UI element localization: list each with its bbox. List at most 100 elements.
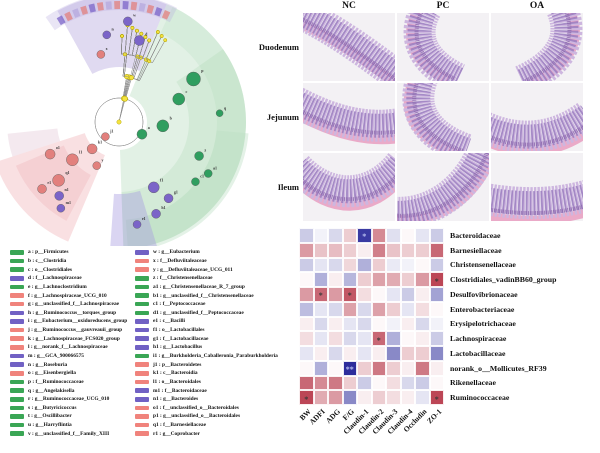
heatmap-cell-Christensenellaceae-ADFI bbox=[313, 257, 328, 273]
cladogram-node-label: f1 bbox=[160, 178, 163, 183]
cladogram-node-label: y bbox=[102, 157, 104, 162]
heatmap-cell-Lactobacillaceae-Claudin-1 bbox=[357, 346, 372, 361]
cladogram-leaf-node bbox=[139, 31, 144, 36]
cladogram-branch bbox=[122, 76, 127, 99]
histology-micrograph bbox=[403, 13, 466, 81]
cladogram-node-red bbox=[86, 143, 98, 155]
legend-item-m: m : g__GCA_900066575 bbox=[10, 352, 127, 361]
legend-swatch bbox=[10, 379, 24, 385]
cladogram-node-label: g1 bbox=[174, 190, 178, 195]
cladogram-node-label: d bbox=[145, 31, 148, 36]
legend-taxon-label: n : g__Roseburia bbox=[28, 361, 68, 368]
legend-item-f1: f1 : o__Lactobacillales bbox=[135, 326, 278, 335]
cladogram-node-label: w bbox=[133, 13, 136, 18]
legend-item-y: y : g__Defluviitaleaceae_UCG_011 bbox=[135, 265, 278, 274]
heatmap-cell-norank_o__Mollicutes_RF39-Claudin-1 bbox=[357, 360, 372, 376]
legend-item-z: z : f__Christensenellaceae bbox=[135, 274, 278, 283]
histology-tile-jejunum-oa bbox=[491, 83, 583, 151]
cladogram-branch bbox=[149, 35, 162, 62]
legend-swatch bbox=[135, 327, 149, 333]
cladogram-branch bbox=[125, 77, 132, 99]
cladogram-node-purple bbox=[102, 30, 111, 40]
cladogram-node-label: r1 bbox=[47, 180, 51, 185]
heatmap-cell-Lactobacillaceae-F/G bbox=[342, 346, 357, 361]
legend-taxon-label: f : g__Lachnospiraceae_UCG_010 bbox=[28, 292, 107, 299]
heatmap-cell-Desulfovibrionaceae-Claudin-2 bbox=[371, 287, 386, 302]
crypt-layer bbox=[412, 83, 464, 151]
cladogram-branch bbox=[152, 40, 166, 63]
heatmap-cell-Enterobacteriaceae-ZO-1 bbox=[429, 301, 444, 317]
cladogram-branch bbox=[124, 77, 130, 99]
cladogram-node-red bbox=[44, 148, 56, 160]
heatmap-cell-Lachnospiraceae-Claudin-2 bbox=[371, 331, 386, 346]
heatmap-row-label-Lactobacillaceae: Lactobacillaceae bbox=[450, 348, 506, 358]
legend-swatch bbox=[10, 422, 24, 428]
heatmap-cell-Rikenellaceae-Claudin-1 bbox=[357, 375, 372, 391]
legend-swatch bbox=[10, 353, 24, 359]
significance-mark: ** bbox=[345, 365, 354, 375]
heatmap-cell-Desulfovibrionaceae-ZO-1 bbox=[429, 287, 444, 302]
villi-dark bbox=[491, 105, 583, 149]
heatmap-cell-Erysipelotrichaceae-F/G bbox=[342, 316, 357, 332]
cladogram-branch bbox=[124, 54, 128, 77]
heatmap-cell-Desulfovibrionaceae-BW bbox=[299, 287, 314, 302]
heatmap-cell-Erysipelotrichaceae-ZO-1 bbox=[429, 316, 444, 332]
histology-col-header-nc: NC bbox=[342, 1, 356, 11]
legend-taxon-label: z : f__Christensenellaceae bbox=[153, 275, 213, 282]
legend-swatch bbox=[135, 258, 149, 264]
heatmap-cell-Barnesiellaceae-ADFI bbox=[313, 242, 328, 258]
cladogram-leaf-node bbox=[130, 26, 135, 30]
histology-panel: NC PC OA Duodenum Jejunum Ileum bbox=[0, 0, 600, 225]
heatmap-cell-Lactobacillaceae-Claudin-2 bbox=[371, 346, 386, 361]
heatmap-cell-Enterobacteriaceae-Claudin-1 bbox=[357, 301, 372, 317]
legend-swatch bbox=[10, 336, 24, 342]
heatmap-row-label-Desulfovibrionaceae: Desulfovibrionaceae bbox=[450, 289, 518, 299]
legend-swatch bbox=[10, 414, 24, 419]
legend-taxon-label: q : g__Angelakisella bbox=[28, 387, 75, 394]
cladogram-branch bbox=[139, 60, 150, 81]
legend-swatch bbox=[135, 362, 149, 367]
heatmap-cell-norank_o__Mollicutes_RF39-ADG bbox=[328, 360, 343, 376]
histology-micrograph bbox=[491, 101, 583, 151]
heatmap-cell-Rikenellaceae-ADFI bbox=[313, 375, 328, 391]
cladogram-branch bbox=[137, 59, 147, 80]
legend-swatch bbox=[10, 431, 24, 437]
legend-swatch bbox=[10, 388, 24, 393]
cladogram-node-label: c bbox=[186, 89, 188, 94]
heatmap-row-label-Lachnospiraceae: Lachnospiraceae bbox=[450, 334, 507, 344]
villi-light bbox=[303, 13, 395, 81]
cladogram-leaf-node bbox=[156, 30, 160, 34]
heatmap-cell-Enterobacteriaceae-BW bbox=[299, 301, 314, 317]
legend-item-o1: o1 : f__unclassified_o__Bacteroidales bbox=[135, 404, 278, 413]
legend-swatch bbox=[10, 284, 24, 290]
cladogram-branch bbox=[130, 56, 136, 78]
legend-taxon-label: n1 : g__Bacteroides bbox=[153, 396, 199, 403]
cladogram-leaf-node bbox=[135, 28, 139, 33]
legend-swatch bbox=[10, 396, 24, 402]
legend-swatch bbox=[135, 275, 149, 281]
cladogram-branch bbox=[131, 30, 138, 56]
legend-swatch bbox=[135, 396, 149, 402]
cladogram-node-green bbox=[156, 119, 170, 133]
legend-swatch bbox=[10, 327, 24, 333]
legend-item-a1: a1 : g__Christensenellaceae_R_7_group bbox=[135, 283, 278, 292]
heatmap-cell-Lachnospiraceae-ADFI bbox=[313, 331, 328, 346]
cladogram-node-purple bbox=[148, 181, 160, 194]
legend-taxon-label: r : g__Ruminococcaceae_UCG_010 bbox=[28, 396, 110, 403]
heatmap-cell-Rikenellaceae-Claudin-2 bbox=[371, 375, 386, 391]
cladogram-sector bbox=[121, 49, 246, 246]
legend-item-h1: h1 : g__Lactobacillus bbox=[135, 343, 278, 352]
heatmap-cell-Clostridiales_vadinBB60_group-Claudin-4 bbox=[400, 272, 415, 287]
cladogram-node-red bbox=[101, 132, 110, 141]
heatmap-cell-Enterobacteriaceae-Claudin-2 bbox=[371, 301, 386, 317]
legend-item-s: s : g__Butyricicoccus bbox=[10, 404, 127, 413]
heatmap-cell-Enterobacteriaceae-F/G bbox=[342, 301, 357, 317]
heatmap-cell-Bacteroidaceae-ADG bbox=[328, 228, 343, 243]
heatmap-cell-Christensenellaceae-ZO-1 bbox=[429, 257, 444, 273]
legend-item-g: g : g__unclassified_f__Lachnospiraceae bbox=[10, 300, 127, 309]
legend-swatch bbox=[10, 310, 24, 316]
legend-swatch bbox=[135, 370, 149, 376]
legend-swatch bbox=[135, 388, 149, 393]
crypt-layer bbox=[491, 204, 583, 216]
cladogram-branch bbox=[132, 56, 140, 79]
